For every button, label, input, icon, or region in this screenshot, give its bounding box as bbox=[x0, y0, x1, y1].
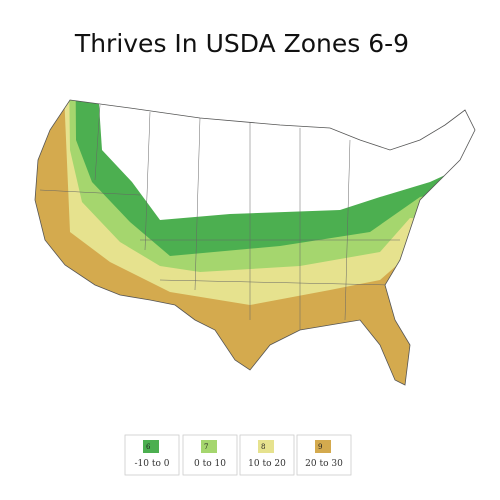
legend-box bbox=[124, 434, 180, 476]
legend-zone: 8 bbox=[261, 443, 265, 451]
legend-swatch bbox=[258, 440, 274, 453]
legend-zone: 6 bbox=[146, 443, 151, 451]
legend-range: -10 to 0 bbox=[135, 459, 170, 469]
legend-swatch bbox=[201, 440, 217, 453]
legend-range: 10 to 20 bbox=[248, 459, 286, 469]
legend-zone: 7 bbox=[204, 443, 208, 451]
legend-range: 0 to 10 bbox=[194, 459, 226, 469]
legend: 6 -10 to 0 7 0 to 10 8 10 to 20 9 20 to 30 bbox=[124, 434, 352, 476]
legend-range: 20 to 30 bbox=[305, 459, 343, 469]
us-outline bbox=[34, 99, 476, 386]
legend-swatch bbox=[143, 440, 159, 453]
legend-swatch bbox=[315, 440, 331, 453]
title: Thrives In USDA Zones 6-9 bbox=[74, 29, 409, 58]
state-borders bbox=[39, 104, 400, 330]
legend-zone: 9 bbox=[318, 443, 322, 451]
